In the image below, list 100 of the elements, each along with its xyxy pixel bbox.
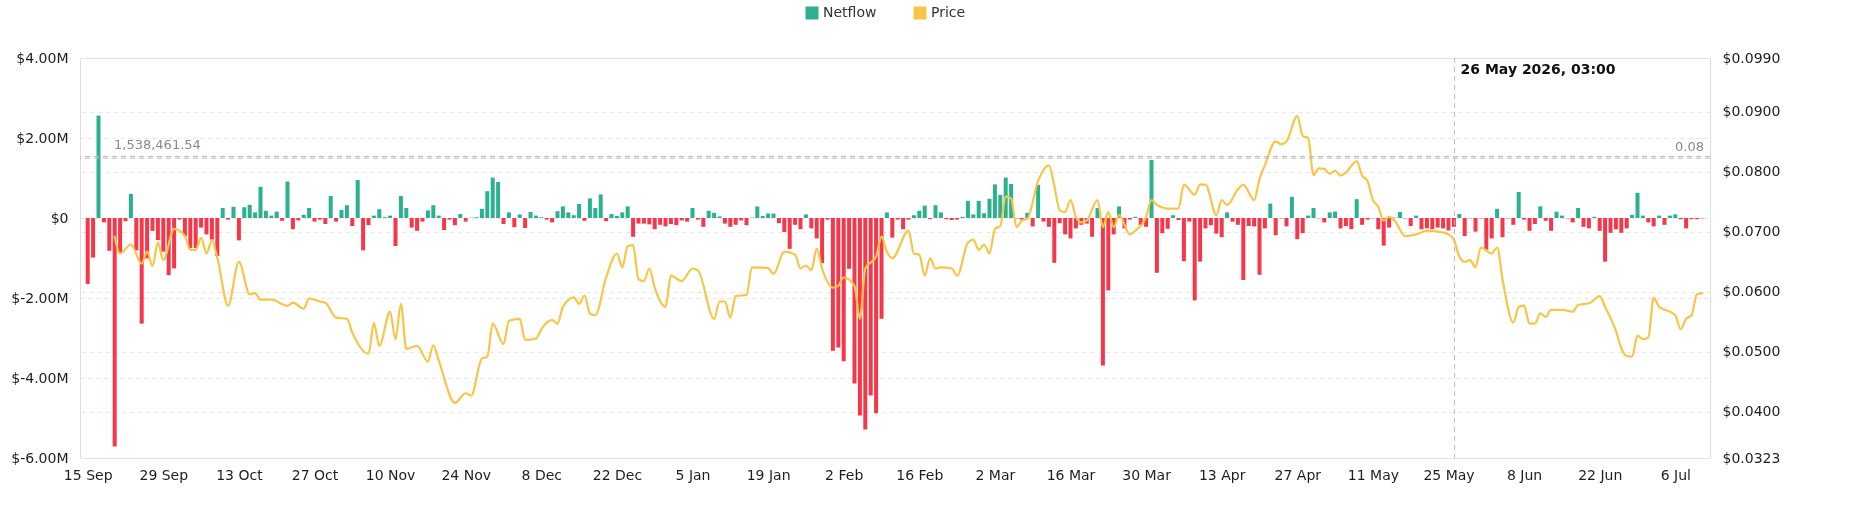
y-tick-label: $-2.00M [11, 289, 69, 306]
bar [1457, 214, 1462, 218]
y-tick-label: $4.00M [16, 49, 69, 66]
bar [809, 218, 814, 229]
bar [393, 218, 398, 246]
bar [231, 206, 236, 218]
bar [1295, 218, 1300, 240]
bar [366, 218, 371, 226]
x-tick-label: 19 Jan [746, 466, 791, 483]
bar [1397, 212, 1402, 218]
bar [452, 218, 457, 226]
bar [1516, 192, 1521, 218]
bar [1149, 160, 1154, 218]
bar [512, 218, 517, 228]
bar [1354, 199, 1359, 218]
bar [523, 218, 528, 228]
bar [361, 218, 366, 251]
bar [798, 218, 803, 230]
x-tick-label: 27 Oct [291, 466, 339, 483]
y2-tick-label: $0.0700 [1722, 223, 1781, 240]
bar [1311, 208, 1316, 218]
x-tick-label: 22 Jun [1578, 466, 1623, 483]
bar [1630, 214, 1635, 218]
legend-label: Price [931, 4, 966, 20]
bar [1511, 218, 1516, 225]
ref-line-label: 26 May 2026, 03:00 [1460, 61, 1616, 77]
bar [1408, 218, 1413, 226]
bar [344, 205, 349, 218]
bar [128, 194, 133, 218]
bar [1273, 218, 1278, 236]
x-tick-label: 6 Jul [1660, 466, 1691, 483]
bar [501, 218, 506, 224]
bar [1036, 184, 1041, 218]
bar [1268, 203, 1273, 218]
x-tick-label: 8 Jun [1506, 466, 1543, 483]
bar [1624, 218, 1629, 229]
bar [879, 218, 884, 319]
x-tick-label: 2 Feb [825, 466, 864, 483]
x-tick-label: 11 May [1347, 466, 1400, 483]
x-tick-label: 29 Sep [139, 466, 189, 483]
bar [631, 218, 636, 237]
y2-tick-label: $0.0500 [1722, 343, 1781, 360]
bar [598, 194, 603, 218]
x-tick-label: 27 Apr [1274, 466, 1322, 483]
bar [582, 218, 587, 221]
bar [1500, 218, 1505, 238]
x-tick-label: 13 Apr [1198, 466, 1246, 483]
y2-tick-label: $0.0323 [1722, 449, 1781, 466]
bar [506, 212, 511, 218]
bar [884, 212, 889, 218]
bar [1171, 215, 1176, 218]
bar [285, 181, 290, 218]
bar [123, 218, 128, 222]
legend-label: Netflow [823, 4, 877, 20]
bar [1030, 218, 1035, 227]
bar [604, 218, 609, 222]
bar [755, 206, 760, 218]
bar [236, 218, 241, 241]
y-tick-label: $-4.00M [11, 369, 69, 386]
bar [1586, 218, 1591, 229]
y2-tick-label: $0.0990 [1722, 49, 1781, 66]
bar [1662, 218, 1667, 225]
bar [1219, 218, 1224, 238]
line-series [113, 115, 1704, 404]
bar [242, 207, 247, 218]
bar [744, 218, 749, 226]
bar [625, 206, 630, 218]
bar [1538, 206, 1543, 218]
bar [890, 218, 895, 238]
x-tick-label: 30 Mar [1122, 466, 1172, 483]
bar [1165, 218, 1170, 229]
x-tick-label: 25 May [1423, 466, 1475, 483]
x-tick-label: 5 Jan [675, 466, 711, 483]
y2-tick-label: $0.0800 [1722, 163, 1781, 180]
bar [803, 214, 808, 218]
bar [517, 214, 522, 218]
bar [922, 205, 927, 218]
bar [220, 208, 225, 218]
bar [1484, 218, 1489, 250]
bar [328, 196, 333, 218]
x-tick-label: 24 Nov [441, 466, 491, 483]
bar [1360, 218, 1365, 225]
bar [1651, 218, 1656, 227]
ref-line-label: 1,538,461.54 [114, 137, 201, 153]
bar [458, 214, 463, 218]
bar [280, 218, 285, 221]
bar [690, 208, 695, 218]
bar [463, 218, 468, 222]
bar [96, 115, 101, 218]
bar [1376, 218, 1381, 230]
x-tick-label: 16 Feb [896, 466, 944, 483]
x-tick-label: 16 Mar [1046, 466, 1096, 483]
ref-line-label: 0.08 [1675, 139, 1704, 155]
bar [334, 218, 339, 222]
x-tick-label: 8 Dec [521, 466, 563, 483]
bar [1489, 218, 1494, 239]
x-tick-label: 13 Oct [216, 466, 264, 483]
bar [442, 218, 447, 230]
y-tick-label: $2.00M [16, 129, 69, 146]
bar [1495, 208, 1500, 218]
